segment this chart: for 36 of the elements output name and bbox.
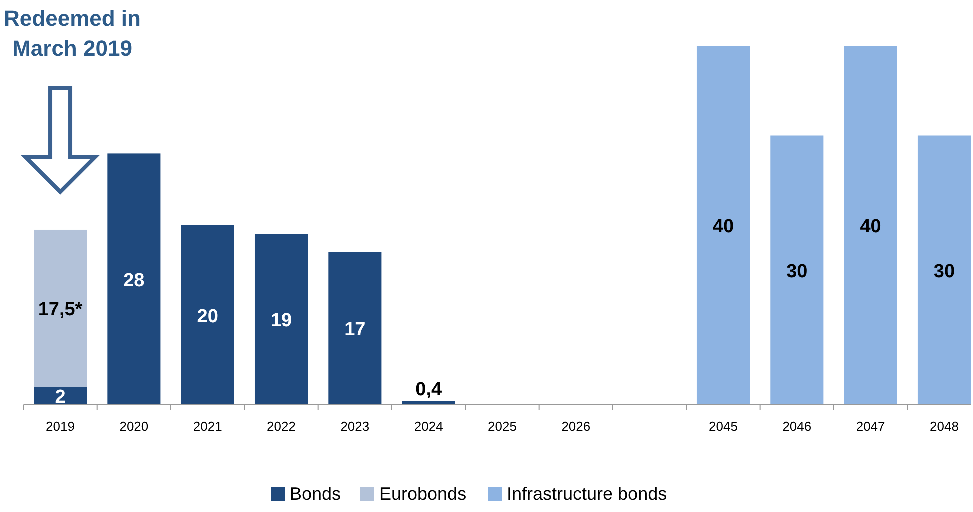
bar: [696, 46, 750, 405]
x-tick-label: 2023: [340, 419, 370, 434]
data-label: 17,5*: [38, 300, 84, 321]
data-label: 17: [344, 320, 366, 341]
bar: [108, 154, 161, 405]
data-label: 40: [860, 216, 882, 238]
bar: [328, 252, 382, 405]
data-label: 20: [197, 306, 218, 328]
x-tick-label: 2020: [120, 419, 149, 434]
data-label: 30: [934, 261, 956, 282]
x-tick-label: 2024: [414, 419, 444, 434]
bar: [254, 234, 308, 405]
bar: [34, 230, 88, 388]
x-tick-label: 2026: [562, 419, 591, 434]
x-tick-label: 2047: [856, 419, 886, 434]
annotation: Redeemed in March 2019: [4, 6, 141, 61]
x-tick-label: 2021: [193, 419, 222, 434]
data-label: 30: [786, 261, 808, 282]
x-tick-label: 2045: [709, 419, 738, 434]
legend-label: Bonds: [290, 484, 342, 504]
data-label: 28: [124, 270, 145, 292]
data-label: 2: [55, 387, 66, 408]
data-label: 0,4: [416, 379, 442, 400]
bar: [770, 136, 824, 405]
bar: [918, 136, 971, 405]
x-tick-label: 2048: [930, 419, 959, 434]
data-label: 19: [270, 310, 292, 332]
data-label: 40: [712, 216, 734, 238]
x-tick-label: 2025: [488, 419, 517, 434]
bar: [844, 46, 898, 405]
bar: [181, 226, 234, 405]
legend-label: Eurobonds: [380, 484, 467, 504]
x-tick-label: 2019: [46, 419, 75, 434]
x-tick-label: 2022: [267, 419, 296, 434]
legend-label: Infrastructure bonds: [507, 484, 668, 504]
x-tick-label: 2046: [782, 419, 812, 434]
